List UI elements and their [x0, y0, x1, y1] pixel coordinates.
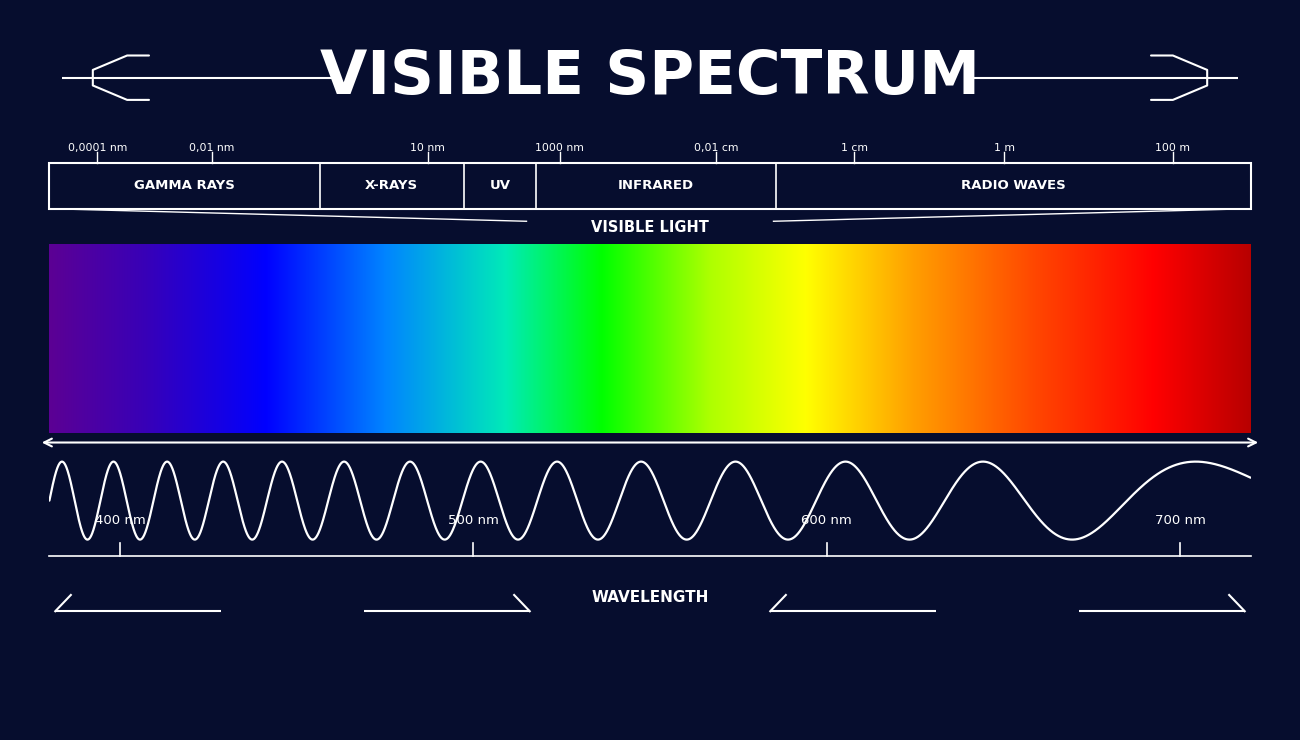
Text: 700 nm: 700 nm	[1154, 514, 1205, 527]
Text: VISIBLE SPECTRUM: VISIBLE SPECTRUM	[320, 48, 980, 107]
Text: GAMMA RAYS: GAMMA RAYS	[134, 179, 235, 192]
Text: 500 nm: 500 nm	[448, 514, 499, 527]
Text: 100 m: 100 m	[1154, 143, 1190, 153]
Text: 600 nm: 600 nm	[801, 514, 852, 527]
Text: 1000 nm: 1000 nm	[536, 143, 584, 153]
Text: 0,01 nm: 0,01 nm	[188, 143, 234, 153]
Text: INFRARED: INFRARED	[618, 179, 694, 192]
Text: X-RAYS: X-RAYS	[365, 179, 419, 192]
Text: UV: UV	[489, 179, 511, 192]
Bar	[49, 163, 1251, 209]
Text: 1 m: 1 m	[994, 143, 1015, 153]
Text: 0,0001 nm: 0,0001 nm	[68, 143, 127, 153]
Text: 10 nm: 10 nm	[411, 143, 445, 153]
Text: RADIO WAVES: RADIO WAVES	[961, 179, 1066, 192]
Text: 0,01 cm: 0,01 cm	[694, 143, 738, 153]
Text: WAVELENGTH: WAVELENGTH	[592, 591, 708, 605]
Text: VISIBLE LIGHT: VISIBLE LIGHT	[592, 220, 708, 235]
Text: 1 cm: 1 cm	[841, 143, 867, 153]
Text: 400 nm: 400 nm	[95, 514, 146, 527]
